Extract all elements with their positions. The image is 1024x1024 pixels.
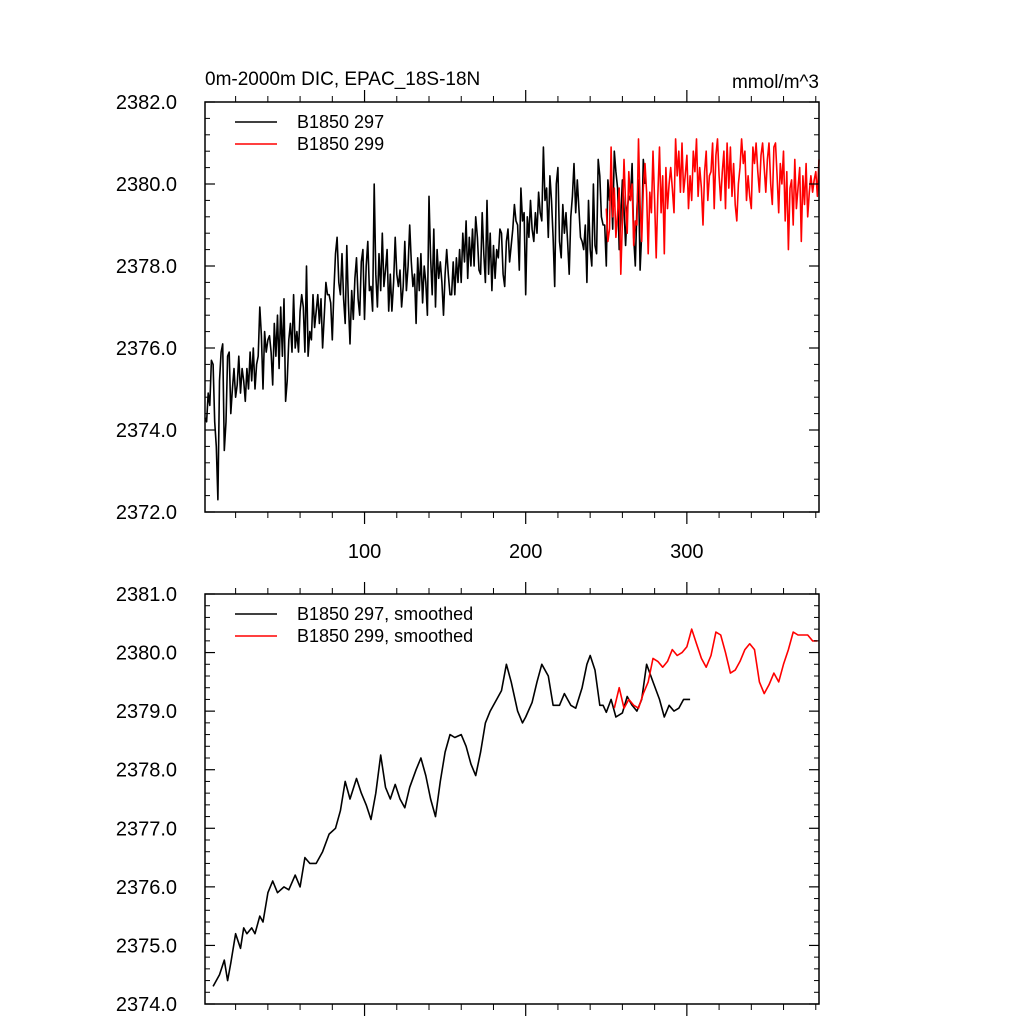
y-tick-label: 2376.0: [116, 338, 177, 360]
x-tick-label: 100: [348, 541, 381, 563]
top-series-lines: [204, 138, 820, 501]
legend-label-2: B1850 299: [297, 134, 384, 154]
y-tick-label: 2376.0: [116, 877, 177, 899]
y-tick-label: 2377.0: [116, 818, 177, 840]
bottom-series-lines: [212, 628, 818, 987]
bottom-panel: 2374.0 2375.0 2376.0 2377.0 2378.0 2379.0 2380…: [116, 582, 820, 1016]
y-tick-label: 2378.0: [116, 256, 177, 278]
units-label: mmol/m^3: [732, 72, 819, 93]
x-tick-label: 300: [670, 541, 703, 563]
series-line-1: [212, 654, 691, 987]
legend-label-1: B1850 297, smoothed: [297, 604, 473, 624]
bottom-axis-ticks: 2374.0 2375.0 2376.0 2377.0 2378.0 2379.0 2380…: [116, 582, 819, 1016]
top-plot-frame: [204, 101, 820, 513]
legend-label-1: B1850 297: [297, 112, 384, 132]
top-axis-ticks: 2372.0 2374.0 2376.0 2378.0 2380.0 2382.0 100 2…: [116, 90, 819, 563]
chart-title: 0m-2000m DIC, EPAC_18S-18N: [205, 69, 480, 90]
y-tick-label: 2380.0: [116, 643, 177, 665]
y-tick-label: 2379.0: [116, 701, 177, 723]
y-tick-label: 2382.0: [116, 92, 177, 114]
y-tick-label: 2378.0: [116, 760, 177, 782]
y-tick-label: 2375.0: [116, 935, 177, 957]
series-line-1: [204, 146, 646, 501]
series-line-2: [613, 628, 818, 710]
y-tick-label: 2374.0: [116, 420, 177, 442]
series-line-2: [605, 138, 820, 276]
y-tick-label: 2381.0: [116, 584, 177, 606]
y-tick-label: 2380.0: [116, 174, 177, 196]
top-panel: 0m-2000m DIC, EPAC_18S-18N mmol/m^3 2372…: [116, 69, 820, 563]
bottom-plot-frame: [204, 593, 820, 1005]
y-tick-label: 2374.0: [116, 994, 177, 1016]
y-tick-label: 2372.0: [116, 502, 177, 524]
legend-label-2: B1850 299, smoothed: [297, 626, 473, 646]
x-tick-label: 200: [509, 541, 542, 563]
